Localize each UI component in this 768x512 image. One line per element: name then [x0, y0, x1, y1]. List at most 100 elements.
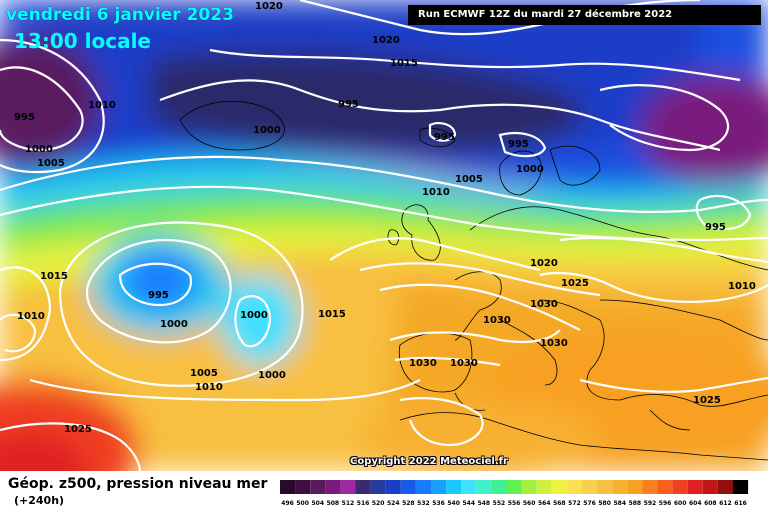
z500-color-field — [0, 0, 768, 471]
isobar-label: 1015 — [40, 271, 68, 282]
legend-tick-label: 544 — [462, 500, 475, 507]
legend-tick-label: 580 — [598, 500, 611, 507]
legend-swatch — [325, 480, 341, 494]
model-run-info: Run ECMWF 12Z du mardi 27 décembre 2022 — [408, 5, 761, 25]
isobar-label: 1000 — [25, 144, 53, 155]
isobar-label: 995 — [434, 132, 455, 143]
legend-tick-label: 496 — [281, 500, 294, 507]
legend-tick-label: 600 — [674, 500, 687, 507]
isobar-label: 1030 — [540, 338, 568, 349]
map-area: 1020 1020 1015 1010 995 1000 1005 995 10… — [0, 0, 768, 471]
isobar-label: 1005 — [455, 174, 483, 185]
legend-swatch — [717, 480, 733, 494]
legend-tick-label: 520 — [372, 500, 385, 507]
legend-tick-label: 512 — [342, 500, 355, 507]
coastlines — [179, 100, 768, 461]
legend-swatch — [400, 480, 416, 494]
legend-swatch — [370, 480, 386, 494]
legend-tick-label: 508 — [327, 500, 340, 507]
legend-swatch — [385, 480, 401, 494]
legend-tick-label: 536 — [432, 500, 445, 507]
isobar-label: 1010 — [422, 187, 450, 198]
isobar-labels: 1020 1020 1015 1010 995 1000 1005 995 10… — [14, 1, 756, 435]
legend-tick-label: 616 — [734, 500, 747, 507]
legend-tick-label: 612 — [719, 500, 732, 507]
legend-tick-label: 556 — [508, 500, 521, 507]
isobar-label: 1025 — [561, 278, 589, 289]
legend-tick-label: 564 — [538, 500, 551, 507]
legend-swatch — [597, 480, 613, 494]
isobar-label: 995 — [508, 139, 529, 150]
isobar-label: 1005 — [37, 158, 65, 169]
isobar-label: 1010 — [17, 311, 45, 322]
isobar-label: 1020 — [255, 1, 283, 12]
isobar-label: 1015 — [390, 58, 418, 69]
isobar-label: 1000 — [516, 164, 544, 175]
isobar-label: 1000 — [240, 310, 268, 321]
legend-swatch — [521, 480, 537, 494]
isobar-label: 1025 — [64, 424, 92, 435]
isobar-label: 1000 — [253, 125, 281, 136]
isobar-label: 1005 — [190, 368, 218, 379]
legend-tick-label: 584 — [613, 500, 626, 507]
isobar-label: 1020 — [530, 258, 558, 269]
legend-swatch — [461, 480, 477, 494]
field-title: Géop. z500, pression niveau mer — [8, 476, 268, 492]
legend-tick-label: 576 — [583, 500, 596, 507]
legend-swatch — [582, 480, 598, 494]
isobar-label: 1025 — [693, 395, 721, 406]
isobar-label: 1015 — [318, 309, 346, 320]
color-scale-legend: 496 500 504 508 512 516 520 524 528 532 536 540 544 5… — [280, 480, 749, 507]
legend-swatch — [687, 480, 703, 494]
legend-swatch — [551, 480, 567, 494]
geopotential-map: 1020 1020 1015 1010 995 1000 1005 995 10… — [0, 0, 768, 471]
legend-swatch — [431, 480, 447, 494]
legend-swatch — [642, 480, 658, 494]
isobar-label: 995 — [148, 290, 169, 301]
legend-tick-label: 560 — [523, 500, 536, 507]
isobar-label: 1030 — [450, 358, 478, 369]
legend-swatch — [415, 480, 431, 494]
legend-swatch — [612, 480, 628, 494]
legend-tick-label: 568 — [553, 500, 566, 507]
legend-swatch — [491, 480, 507, 494]
legend-tick-label: 500 — [296, 500, 309, 507]
legend-swatch — [446, 480, 462, 494]
legend-swatch — [702, 480, 718, 494]
legend-swatch — [657, 480, 673, 494]
isobar-label: 995 — [14, 112, 35, 123]
forecast-hour: (+240h) — [14, 494, 65, 507]
legend-swatch — [672, 480, 688, 494]
isobar-label: 1030 — [530, 299, 558, 310]
legend-swatch — [733, 480, 749, 494]
legend-bar: Géop. z500, pression niveau mer (+240h) … — [0, 471, 768, 512]
legend-tick-label: 524 — [387, 500, 400, 507]
forecast-local-time: 13:00 locale — [14, 29, 151, 53]
legend-swatch — [627, 480, 643, 494]
isobar-label: 1010 — [195, 382, 223, 393]
legend-tick-label: 528 — [402, 500, 415, 507]
copyright-notice: Copyright 2022 Meteociel.fr — [350, 456, 508, 467]
legend-swatch — [536, 480, 552, 494]
isobar-label: 1010 — [728, 281, 756, 292]
forecast-date-title: vendredi 6 janvier 2023 — [6, 5, 234, 25]
legend-swatch — [295, 480, 311, 494]
isobar-label: 1000 — [160, 319, 188, 330]
legend-tick-label: 548 — [478, 500, 491, 507]
legend-tick-label: 588 — [629, 500, 642, 507]
legend-tick-label: 572 — [568, 500, 581, 507]
legend-tick-label: 516 — [357, 500, 370, 507]
legend-swatch — [476, 480, 492, 494]
isobar-label: 1000 — [258, 370, 286, 381]
legend-tick-label: 504 — [311, 500, 324, 507]
legend-tick-label: 592 — [644, 500, 657, 507]
isobar-label: 1020 — [372, 35, 400, 46]
legend-tick-label: 608 — [704, 500, 717, 507]
legend-tick-label: 604 — [689, 500, 702, 507]
legend-tick-label: 596 — [659, 500, 672, 507]
legend-swatch — [506, 480, 522, 494]
isobar-label: 1010 — [88, 100, 116, 111]
isobar-label: 1030 — [409, 358, 437, 369]
legend-swatch — [355, 480, 371, 494]
